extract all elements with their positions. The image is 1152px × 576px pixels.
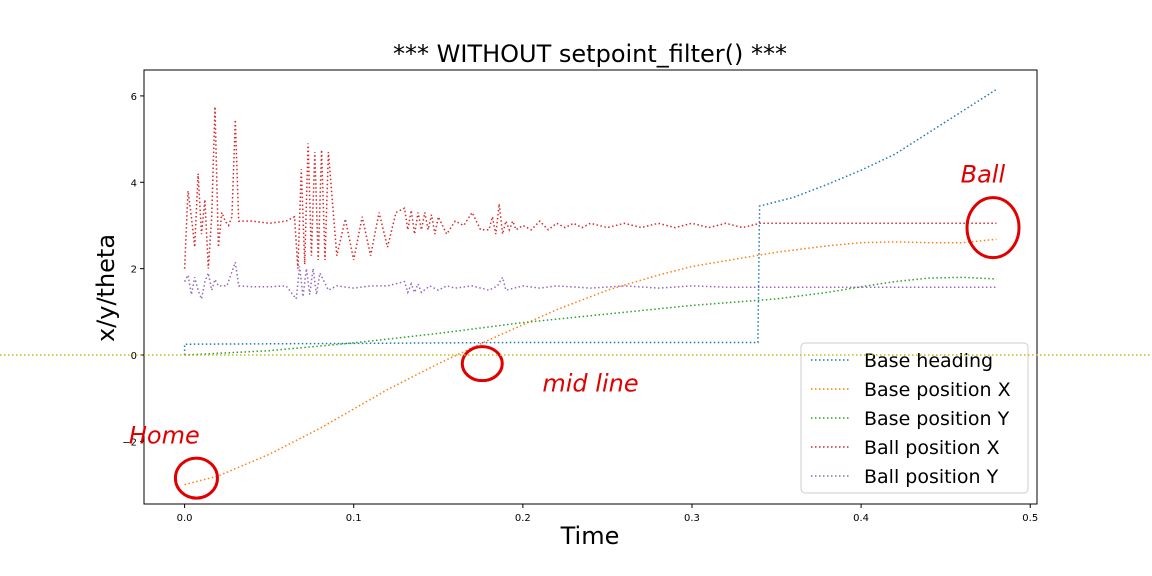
y-tick-label: −2 [122, 437, 137, 448]
legend-label: Base position Y [864, 408, 1010, 430]
y-axis-label: x/y/theta [92, 234, 120, 342]
x-tick-label: 0.4 [853, 513, 869, 524]
y-tick-label: 6 [131, 92, 137, 103]
x-tick-label: 0.2 [515, 513, 531, 524]
x-tick-label: 0.3 [684, 513, 700, 524]
series-line-ball-position-y [183, 261, 997, 302]
series-line-base-position-x [184, 238, 997, 486]
hand-drawn-annotations: Ball mid line Home [129, 160, 1021, 500]
axes-frame [143, 69, 1038, 505]
x-axis-label: Time [560, 522, 620, 550]
annotation-text: Home [129, 422, 200, 450]
x-tick-label: 0.0 [177, 513, 193, 524]
x-tick-label: 0.5 [1022, 513, 1038, 524]
plot-area [183, 88, 997, 486]
legend-box [800, 342, 1029, 494]
annotation-circle-ball [965, 196, 1021, 260]
annotation-text: Ball [961, 160, 1006, 188]
y-tick-label: 4 [131, 178, 137, 189]
y-tick-label: 0 [131, 351, 137, 362]
series-line-base-position-y [184, 276, 997, 356]
legend-label: Ball position Y [864, 466, 999, 488]
y-axis: −2 0 2 4 6 [122, 92, 144, 448]
legend-label: Base position X [864, 379, 1011, 401]
x-axis: 0.0 0.1 0.2 0.3 0.4 0.5 [177, 504, 1038, 524]
legend: Base heading Base position X Base position… [800, 342, 1029, 494]
legend-label: Ball position X [864, 437, 1000, 459]
y-tick-label: 2 [131, 265, 137, 276]
annotation-circle-midline [460, 345, 504, 383]
legend-label: Base heading [864, 350, 993, 372]
x-tick-label: 0.1 [346, 513, 362, 524]
chart-title: *** WITHOUT setpoint_filter() *** [393, 40, 787, 68]
series-line-base-heading [183, 88, 997, 355]
annotation-text: mid line [542, 370, 638, 398]
annotation-circle-home [173, 456, 219, 500]
series-line-ball-position-x [183, 106, 997, 269]
